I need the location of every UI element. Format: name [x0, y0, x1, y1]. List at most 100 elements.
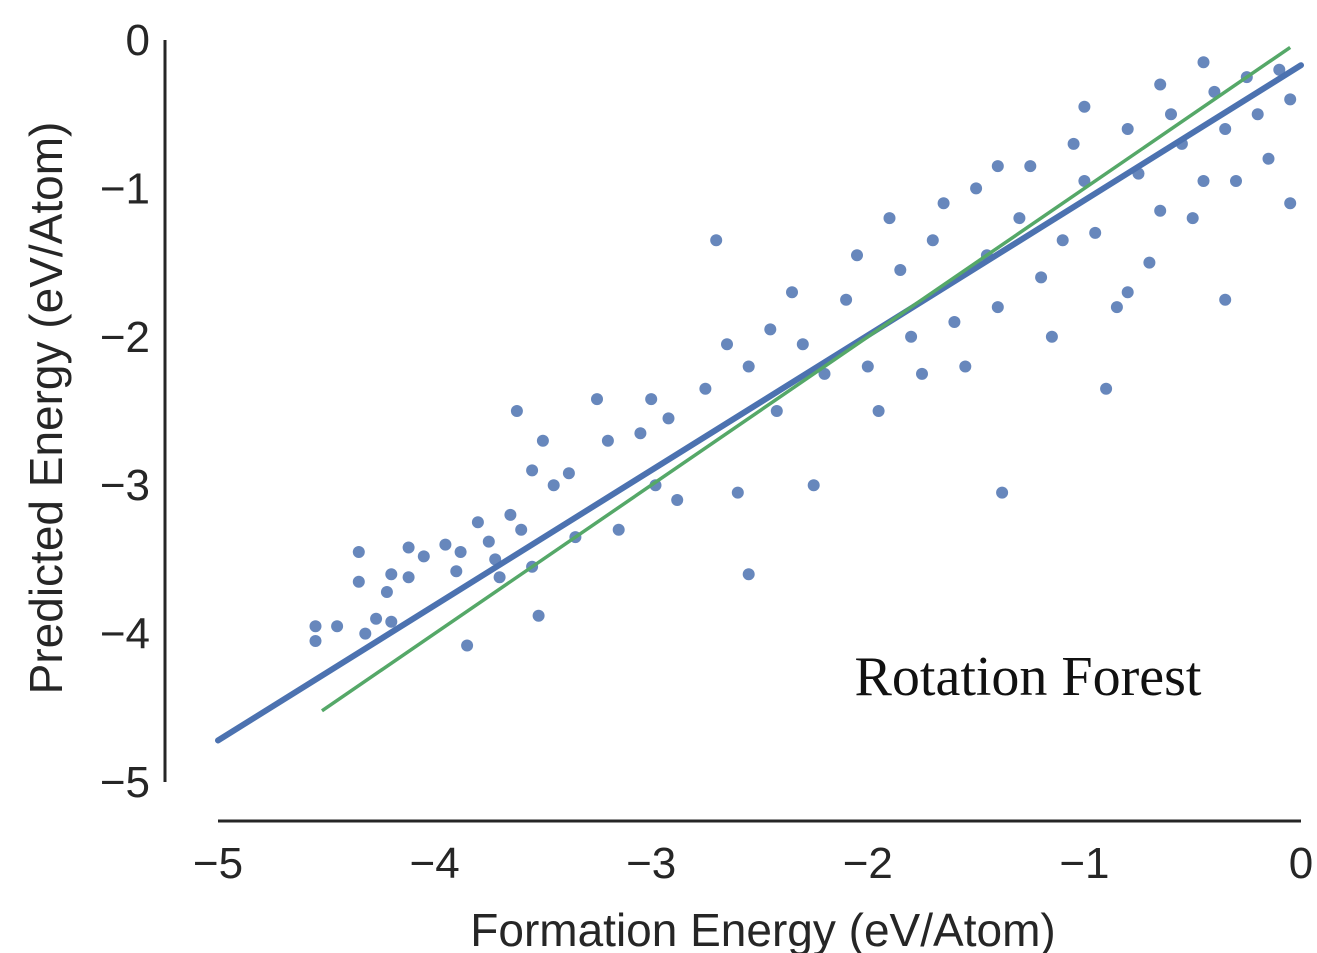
data-point — [1024, 160, 1037, 173]
data-point — [959, 360, 972, 373]
data-point — [352, 575, 365, 588]
data-point — [591, 393, 603, 406]
data-point — [1262, 152, 1275, 165]
data-point — [948, 316, 961, 328]
data-point — [1121, 123, 1134, 135]
x-tick-label: −3 — [626, 839, 676, 888]
y-tick-label: 0 — [126, 16, 150, 65]
data-point — [991, 160, 1004, 173]
data-point — [807, 479, 820, 492]
data-point — [883, 212, 896, 225]
data-point — [380, 586, 393, 598]
data-point — [612, 523, 625, 536]
data-point — [309, 635, 322, 647]
data-point — [1154, 204, 1167, 217]
data-point — [1056, 234, 1069, 247]
data-point — [1197, 175, 1210, 187]
data-point — [450, 565, 463, 578]
data-point — [1197, 56, 1210, 69]
data-point — [1154, 78, 1167, 91]
axes: −5 −4 −3 −2 −1 0 −5 −4 −3 −2 −1 0 — [100, 16, 1313, 888]
data-point — [1165, 108, 1177, 121]
data-point — [515, 523, 528, 536]
data-point — [699, 382, 712, 395]
data-point — [1013, 212, 1026, 225]
data-point — [926, 234, 939, 247]
data-point — [1230, 175, 1242, 187]
identity-line — [320, 45, 1292, 713]
x-tick-label: −4 — [410, 839, 460, 888]
y-tick-label: −4 — [100, 610, 150, 659]
data-point — [601, 434, 614, 447]
x-tick-label: −5 — [193, 839, 243, 888]
data-point — [417, 550, 430, 563]
data-point — [471, 516, 484, 529]
data-point — [991, 301, 1004, 314]
data-point — [562, 467, 575, 480]
data-point — [770, 405, 783, 417]
y-tick-label: −5 — [100, 758, 150, 807]
data-point — [1208, 85, 1221, 98]
data-point — [1110, 301, 1123, 314]
data-point — [504, 508, 517, 521]
data-point — [402, 571, 415, 584]
data-point — [905, 330, 918, 343]
data-point — [1219, 123, 1232, 135]
data-point — [309, 620, 322, 633]
x-tick-label: −1 — [1059, 839, 1109, 888]
data-point — [1251, 108, 1264, 121]
data-point — [385, 615, 398, 628]
x-axis-label: Formation Energy (eV/Atom) — [470, 904, 1055, 953]
data-point — [996, 486, 1009, 499]
data-point — [916, 367, 928, 380]
data-point — [861, 360, 874, 373]
data-point — [851, 249, 863, 262]
data-point — [1219, 293, 1232, 306]
model-annotation: Rotation Forest — [855, 646, 1202, 708]
data-point — [671, 494, 684, 506]
data-point — [1100, 382, 1113, 395]
y-axis-label: Predicted Energy (eV/Atom) — [20, 122, 72, 695]
y-tick-label: −3 — [100, 461, 150, 510]
data-point — [662, 412, 675, 425]
data-point — [1143, 256, 1156, 269]
data-point — [764, 323, 777, 336]
data-point — [645, 393, 658, 406]
data-point — [454, 546, 467, 558]
data-point — [1078, 100, 1091, 113]
data-point — [634, 427, 647, 440]
data-point — [742, 360, 755, 373]
data-point — [731, 486, 744, 499]
data-point — [526, 464, 539, 477]
data-point — [894, 264, 907, 276]
data-point — [331, 620, 344, 633]
data-point — [840, 293, 853, 306]
scatter-points — [309, 56, 1297, 652]
data-point — [872, 405, 885, 417]
data-point — [1186, 212, 1199, 225]
data-point — [1078, 175, 1091, 187]
data-point — [493, 571, 506, 584]
data-point — [482, 535, 495, 548]
data-point — [786, 286, 798, 299]
data-point — [796, 338, 809, 351]
data-point — [1284, 93, 1297, 106]
data-point — [1273, 63, 1286, 76]
data-point — [1121, 286, 1134, 299]
data-point — [818, 367, 831, 380]
data-point — [439, 538, 452, 551]
data-point — [536, 434, 549, 447]
data-point — [370, 612, 383, 625]
regression-lines — [215, 45, 1304, 744]
data-point — [352, 546, 365, 558]
data-point — [710, 234, 723, 247]
data-point — [1089, 226, 1102, 239]
data-point — [721, 338, 733, 351]
y-tick-label: −1 — [100, 164, 150, 213]
y-tick-label: −2 — [100, 313, 150, 362]
data-point — [1045, 330, 1058, 343]
data-point — [359, 627, 372, 640]
x-tick-label: −2 — [843, 839, 893, 888]
data-point — [385, 568, 398, 581]
